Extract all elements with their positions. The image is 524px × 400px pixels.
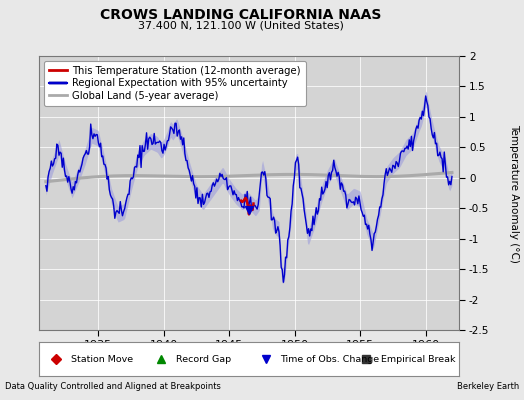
Text: Record Gap: Record Gap: [176, 354, 231, 364]
Legend: This Temperature Station (12-month average), Regional Expectation with 95% uncer: This Temperature Station (12-month avera…: [45, 61, 306, 106]
Y-axis label: Temperature Anomaly (°C): Temperature Anomaly (°C): [509, 124, 519, 262]
Text: CROWS LANDING CALIFORNIA NAAS: CROWS LANDING CALIFORNIA NAAS: [101, 8, 381, 22]
Text: Empirical Break: Empirical Break: [381, 354, 455, 364]
Text: Data Quality Controlled and Aligned at Breakpoints: Data Quality Controlled and Aligned at B…: [5, 382, 221, 391]
Text: Time of Obs. Change: Time of Obs. Change: [280, 354, 379, 364]
Text: 37.400 N, 121.100 W (United States): 37.400 N, 121.100 W (United States): [138, 20, 344, 30]
Text: Station Move: Station Move: [71, 354, 133, 364]
Text: Berkeley Earth: Berkeley Earth: [456, 382, 519, 391]
